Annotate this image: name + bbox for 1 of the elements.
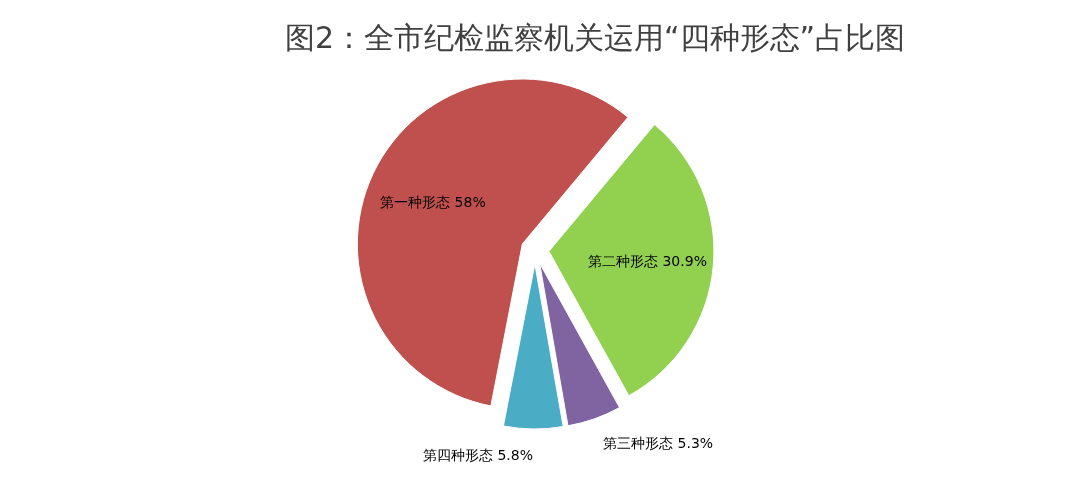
title: 图2：全市纪检监察机关运用“四种形态”占比图	[284, 20, 906, 55]
